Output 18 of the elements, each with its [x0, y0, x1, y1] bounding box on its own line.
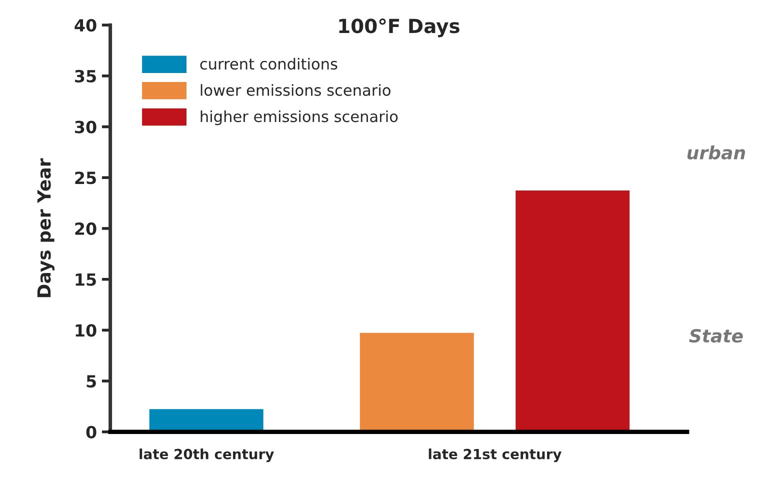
y-axis-title: Days per Year — [37, 158, 54, 298]
y-tick-label: 0 — [86, 426, 96, 438]
y-tick-label: 35 — [75, 70, 96, 82]
y-tick-label: 5 — [86, 375, 96, 388]
legend-label: lower emissions scenario — [200, 84, 390, 96]
x-tick-label: late 20th century — [140, 448, 274, 462]
y-tick-label: 15 — [76, 274, 96, 286]
legend-label: higher emissions scenario — [200, 110, 398, 126]
x-tick-label: late 21st century — [428, 448, 562, 462]
text: urban — [687, 146, 746, 160]
chart-title: 100°F Days — [339, 18, 460, 38]
y-tick-label: 25 — [75, 172, 96, 184]
text: State — [689, 328, 743, 343]
legend-label: current conditions — [200, 58, 338, 70]
y-tick-label: 40 — [74, 19, 96, 32]
y-tick-label: 30 — [75, 120, 96, 134]
y-tick-label: 20 — [75, 222, 96, 236]
y-tick-label: 10 — [76, 324, 96, 337]
